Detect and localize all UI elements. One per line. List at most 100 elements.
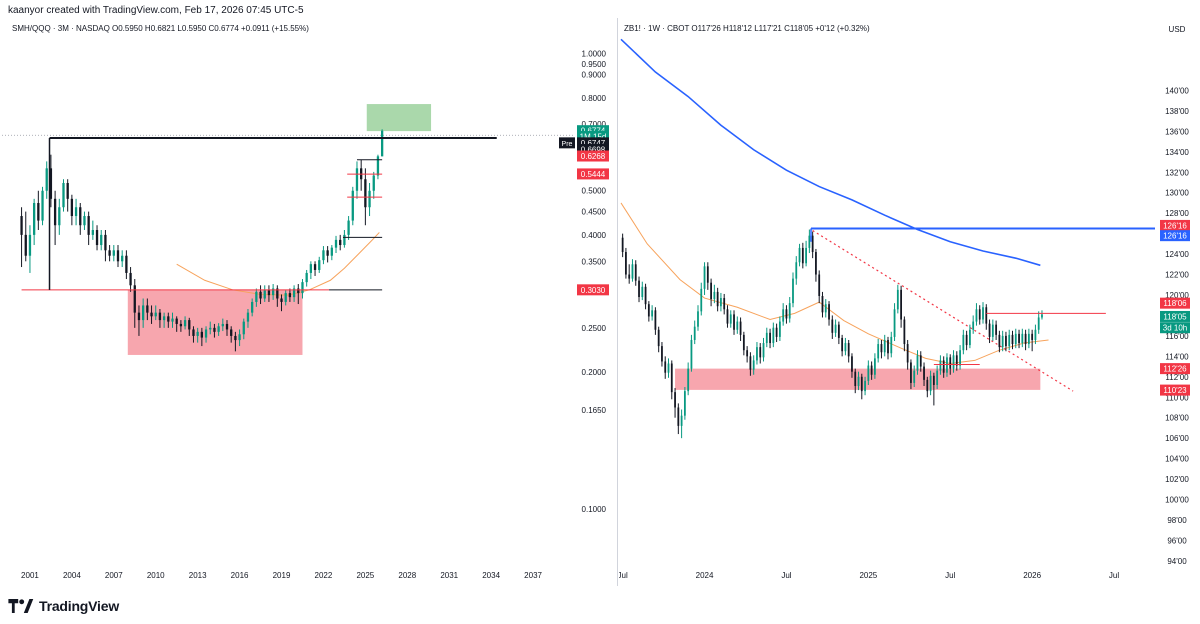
candle-body [70, 198, 74, 217]
candle-body [108, 250, 111, 256]
candle-body [355, 168, 359, 191]
candle-body [150, 312, 153, 317]
candle-body [995, 324, 998, 335]
candle-body [795, 262, 798, 279]
candle-body [949, 357, 952, 369]
candle-body [154, 312, 157, 317]
y-axis-tick-label: 96'00 [1167, 536, 1187, 545]
y-axis-tick-label: 100'00 [1165, 496, 1189, 505]
candle-body [1024, 333, 1027, 345]
candle-body [670, 363, 673, 393]
y-axis-tick-label: 122'00 [1165, 271, 1189, 280]
price-label-badge [577, 137, 609, 149]
candle-body [831, 319, 834, 333]
candle-body [798, 247, 801, 263]
candle-body [334, 239, 338, 248]
y-axis-tick-label: 106'00 [1165, 434, 1189, 443]
candle-body [762, 343, 765, 358]
candle-body [867, 365, 870, 381]
price-label-text: 0.5444 [581, 170, 606, 179]
left-symbol-legend: SMH/QQQ · 3M · NASDAQ O0.5950 H0.6821 L0… [12, 24, 309, 33]
candle-body [729, 314, 732, 324]
candle-body [305, 272, 308, 283]
price-label-badge [577, 168, 609, 180]
candle-body [893, 309, 896, 337]
candle-body [246, 312, 250, 322]
price-label-text: 118'05 [1163, 312, 1187, 321]
candle-body [946, 357, 948, 373]
candle-body [952, 355, 955, 369]
candle-body [91, 230, 94, 235]
candle-body [910, 362, 912, 383]
candle-body [1027, 333, 1030, 345]
candle-body [811, 235, 814, 253]
candle-body [255, 291, 258, 302]
attribution-header: kaanyor created with TradingView.com, Fe… [8, 5, 304, 16]
candle-body [179, 323, 183, 327]
candle-body [906, 344, 909, 363]
price-label-badge [1160, 322, 1190, 334]
candle-body [631, 264, 634, 279]
x-axis-tick-label: 2004 [63, 571, 81, 580]
candle-body [746, 350, 749, 357]
candle-body [788, 303, 791, 319]
tradingview-footer[interactable]: TradingView [8, 598, 119, 614]
candle-body [782, 309, 785, 322]
candle-body [621, 237, 624, 253]
right-chart-panel[interactable]: 140'00 138'00 136'00 134'00 132'00 130'00 128'… [618, 18, 1200, 586]
candle-body [62, 182, 65, 208]
x-axis-tick-label: 2031 [440, 571, 458, 580]
candle-body [276, 288, 279, 299]
candle-body [860, 376, 863, 392]
x-axis-tick-label: Jul [619, 571, 628, 580]
candle-body [657, 329, 660, 347]
candle-body [37, 202, 40, 221]
panel-divider[interactable] [617, 18, 618, 586]
candle-body [41, 190, 44, 221]
candle-body [978, 309, 981, 320]
moving-average-line [176, 232, 380, 296]
y-axis-tick-label: 0.9500 [582, 60, 607, 69]
candle-body [864, 380, 866, 392]
y-axis-tick-label: 116'00 [1165, 332, 1189, 341]
candle-body [32, 202, 36, 235]
candle-body [1041, 314, 1043, 318]
candle-body [723, 298, 726, 310]
candle-body [238, 334, 241, 341]
candle-body [690, 339, 693, 369]
left-chart-panel[interactable]: 1.00000.95000.90000.80000.70000.60000.50… [0, 18, 616, 586]
candle-body [45, 168, 48, 191]
y-axis-tick-label: 140'00 [1165, 86, 1189, 95]
y-axis-tick-label: 0.4000 [582, 231, 607, 240]
price-label-badge [577, 125, 609, 137]
pre-market-badge [559, 137, 575, 149]
y-axis-tick-label: 120'00 [1165, 291, 1189, 300]
right-chart-svg[interactable]: 140'00 138'00 136'00 134'00 132'00 130'00 128'… [618, 18, 1200, 586]
candle-body [736, 321, 739, 330]
x-axis-tick-label: 2019 [273, 571, 291, 580]
candle-body [1034, 329, 1037, 340]
candle-body [647, 304, 650, 317]
x-axis-tick-label: 2025 [356, 571, 374, 580]
candle-body [364, 179, 367, 208]
y-axis-tick-label: 102'00 [1165, 475, 1189, 484]
candle-body [1021, 333, 1024, 344]
price-label-text: 1M 15d [580, 132, 607, 141]
y-axis-tick-label: 94'00 [1167, 557, 1187, 566]
candle-body [641, 286, 644, 298]
candle-body [824, 304, 827, 313]
candle-body [792, 278, 794, 304]
x-axis-tick-label: 2037 [524, 571, 542, 580]
candle-body [129, 272, 132, 286]
candle-body [1005, 335, 1007, 347]
y-axis-tick-label: 0.1000 [582, 505, 607, 514]
candle-body [880, 344, 883, 353]
candle-body [726, 309, 729, 324]
candle-body [720, 298, 722, 307]
candle-body [309, 264, 313, 273]
candle-body [998, 334, 1001, 348]
candle-body [677, 407, 680, 426]
candle-body [651, 310, 654, 317]
left-chart-svg[interactable]: 1.00000.95000.90000.80000.70000.60000.50… [0, 18, 616, 586]
candle-body [877, 344, 880, 359]
